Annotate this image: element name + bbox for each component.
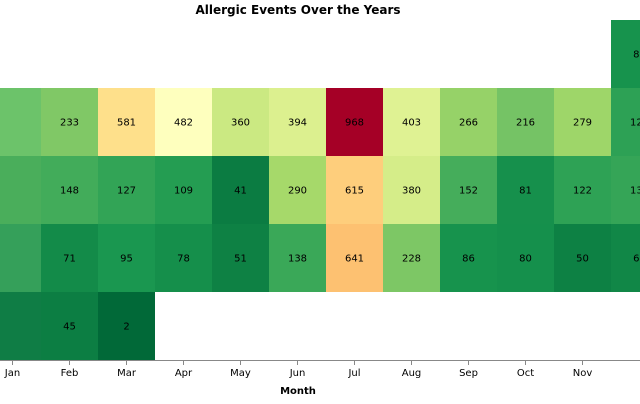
cell-value-label: 122 (573, 186, 592, 197)
cell-value-label: 279 (573, 118, 592, 129)
heatmap-cell (0, 88, 41, 156)
cell-value-label: 50 (576, 254, 589, 265)
heatmap-cell (440, 88, 497, 156)
heatmap-cell (554, 224, 611, 292)
cell-value-label: 968 (345, 118, 364, 129)
x-tick-label: Feb (61, 368, 79, 379)
heatmap-cell (41, 88, 98, 156)
x-tick-label: Sep (459, 368, 478, 379)
cell-value-label: 51 (234, 254, 247, 265)
heatmap-cell (0, 292, 41, 360)
heatmap-cell (326, 224, 383, 292)
x-tick-label: Nov (573, 368, 593, 379)
heatmap-cell (383, 156, 440, 224)
cell-value-label: 63 (633, 254, 640, 265)
cell-value-label: 148 (60, 186, 79, 197)
heatmap-cell (497, 88, 554, 156)
cell-value-label: 581 (117, 118, 136, 129)
heatmap-cell (269, 88, 326, 156)
heatmap-cell (326, 156, 383, 224)
heatmap-cell (497, 156, 554, 224)
heatmap-cell (554, 156, 611, 224)
cell-value-label: 216 (516, 118, 535, 129)
cell-value-label: 641 (345, 254, 364, 265)
heatmap-cell (98, 224, 155, 292)
heatmap-cell (611, 20, 640, 88)
cell-value-label: 403 (402, 118, 421, 129)
x-axis-label: Month (280, 386, 316, 397)
cell-value-label: 86 (462, 254, 475, 265)
x-tick-label: Oct (517, 368, 534, 379)
heatmap-cell (212, 156, 269, 224)
heatmap-cell (212, 88, 269, 156)
heatmap-cell (98, 156, 155, 224)
cell-value-label: 87 (633, 50, 640, 61)
heatmap-cell (155, 88, 212, 156)
cell-value-label: 615 (345, 186, 364, 197)
heatmap-cell (269, 156, 326, 224)
heatmap-cell (155, 224, 212, 292)
cell-value-label: 131 (630, 186, 640, 197)
chart-title: Allergic Events Over the Years (195, 3, 400, 17)
heatmap-cell (269, 224, 326, 292)
heatmap-cell (98, 292, 155, 360)
cell-value-label: 2 (123, 322, 129, 333)
cell-value-label: 380 (402, 186, 421, 197)
x-axis: Jan Feb Mar Apr May Jun Jul Aug Sep Oct Nov (0, 360, 640, 379)
heatmap-cell (497, 224, 554, 292)
heatmap-cell (440, 224, 497, 292)
heatmap-cell (41, 292, 98, 360)
cell-value-label: 78 (177, 254, 190, 265)
heatmap-cell (554, 88, 611, 156)
cell-value-label: 152 (459, 186, 478, 197)
cell-value-label: 95 (120, 254, 133, 265)
heatmap-cell (98, 88, 155, 156)
cell-value-label: 266 (459, 118, 478, 129)
cell-value-label: 482 (174, 118, 193, 129)
heatmap-cell (212, 224, 269, 292)
heatmap-cell (383, 224, 440, 292)
cell-value-label: 233 (60, 118, 79, 129)
cell-value-label: 109 (174, 186, 193, 197)
cell-value-label: 81 (519, 186, 532, 197)
x-tick-label: May (230, 368, 251, 379)
x-tick-label: Mar (117, 368, 137, 379)
x-tick-label: Jul (347, 368, 360, 379)
cell-value-label: 127 (117, 186, 136, 197)
heatmap-cell (611, 88, 640, 156)
heatmap-cell (0, 156, 41, 224)
cell-value-label: 71 (63, 254, 76, 265)
heatmap-cell (326, 88, 383, 156)
cell-value-label: 121 (630, 118, 640, 129)
heatmap-cell (41, 156, 98, 224)
cell-value-label: 290 (288, 186, 307, 197)
heatmap-cell (383, 88, 440, 156)
x-tick-label: Jun (289, 368, 306, 379)
heatmap-cells: 87 233 581 482 360 394 968 403 266 216 279 121 148 12… (0, 20, 640, 360)
cell-value-label: 138 (288, 254, 307, 265)
cell-value-label: 394 (288, 118, 307, 129)
heatmap-cell (41, 224, 98, 292)
x-tick-label: Jan (4, 368, 20, 379)
heatmap-cell (611, 156, 640, 224)
cell-value-label: 228 (402, 254, 421, 265)
cell-value-label: 80 (519, 254, 532, 265)
heatmap-cell (0, 224, 41, 292)
x-tick-label: Aug (402, 368, 422, 379)
heatmap-cell (611, 224, 640, 292)
cell-value-label: 360 (231, 118, 250, 129)
heatmap-cell (155, 156, 212, 224)
x-tick-label: Apr (175, 368, 193, 379)
cell-value-label: 45 (63, 322, 76, 333)
cell-value-label: 41 (234, 186, 247, 197)
heatmap-cell (440, 156, 497, 224)
